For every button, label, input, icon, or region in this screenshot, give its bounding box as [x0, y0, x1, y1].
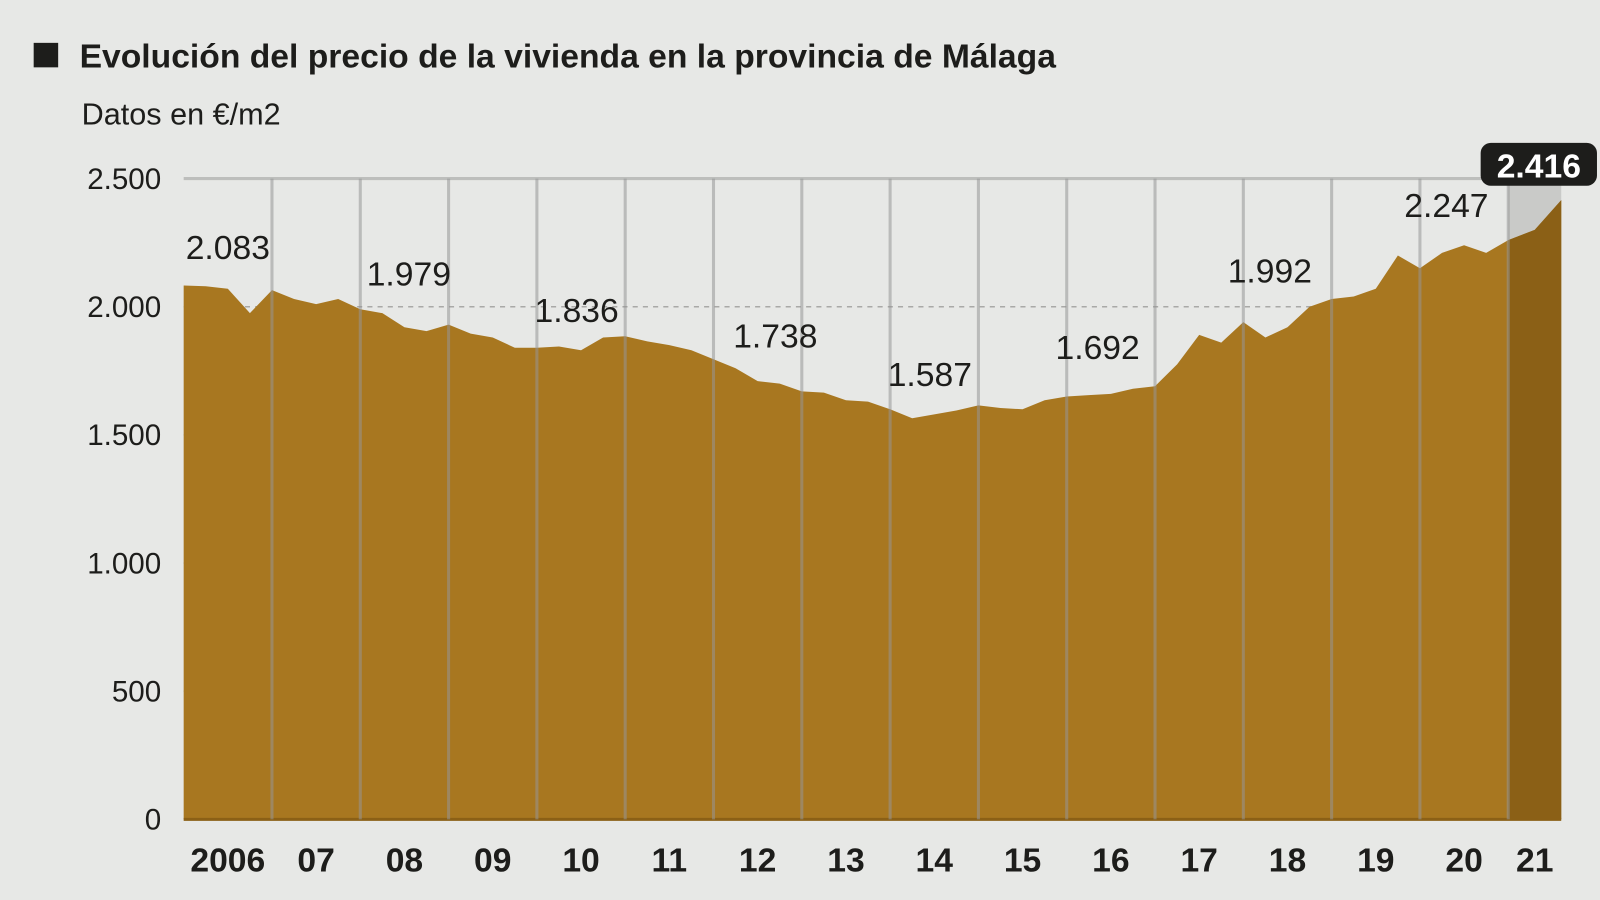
x-tick-label: 20: [1445, 842, 1482, 879]
x-tick-label: 07: [297, 842, 334, 879]
data-label: 1.738: [733, 318, 817, 355]
y-tick-label: 0: [145, 804, 161, 837]
highlight-badge: [1480, 142, 1597, 186]
x-tick-label: 19: [1357, 842, 1394, 879]
x-tick-label: 17: [1180, 842, 1217, 879]
y-tick-label: 2.000: [87, 291, 161, 324]
x-tick-label: 16: [1092, 842, 1129, 879]
data-label: 2.083: [186, 230, 270, 267]
data-label: 1.836: [535, 293, 619, 330]
price-area: [183, 200, 1562, 820]
highlight-area: [1508, 200, 1562, 820]
y-tick-label: 1.500: [87, 419, 161, 452]
y-tick-label: 500: [112, 675, 161, 708]
highlight-label: 2.416: [1497, 149, 1581, 186]
x-tick-label: 12: [739, 842, 776, 879]
x-tick-label: 14: [916, 842, 954, 879]
x-tick-label: 2006: [190, 842, 265, 879]
x-tick-label: 11: [652, 842, 688, 879]
data-label: 2.247: [1404, 188, 1488, 225]
x-tick-label: 09: [474, 842, 511, 879]
y-tick-label: 1.000: [87, 547, 161, 580]
chart-title: Evolución del precio de la vivienda en l…: [80, 38, 1057, 75]
data-label: 1.992: [1228, 253, 1312, 290]
y-tick-label: 2.500: [87, 163, 161, 196]
title-marker-icon: [33, 42, 59, 68]
x-tick-label: 08: [386, 842, 423, 879]
data-label: 1.587: [888, 357, 972, 394]
chart-subtitle: Datos en €/m2: [82, 97, 281, 131]
data-label: 1.692: [1056, 330, 1140, 367]
x-tick-label: 21: [1516, 842, 1553, 879]
x-tick-label: 10: [562, 842, 599, 879]
x-tick-label: 15: [1004, 842, 1041, 879]
x-tick-label: 13: [827, 842, 864, 879]
x-tick-label: 18: [1269, 842, 1306, 879]
data-label: 1.979: [367, 257, 451, 294]
